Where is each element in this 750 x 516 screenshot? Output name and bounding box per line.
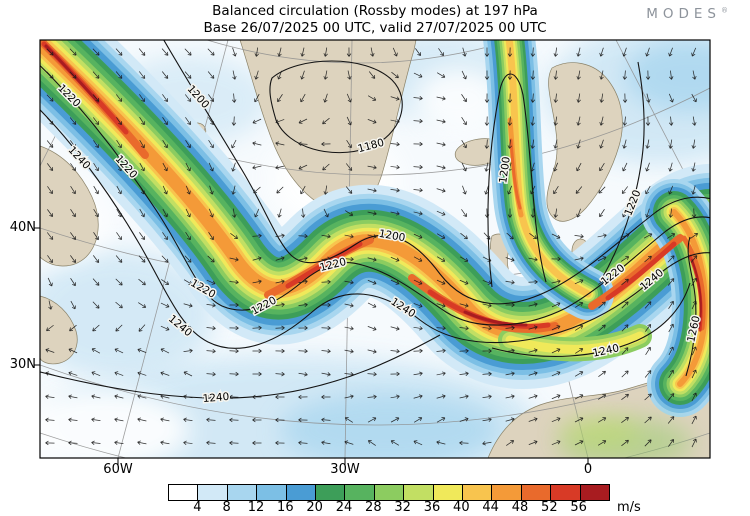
colorbar-segment xyxy=(227,485,258,500)
colorbar-tick-label: 24 xyxy=(335,500,353,515)
nova-scotia xyxy=(40,295,78,365)
colorbar-segment xyxy=(316,485,346,500)
colorbar xyxy=(168,484,610,501)
colorbar-segment xyxy=(345,485,375,500)
y-axis-tick-label: 40N xyxy=(9,220,36,235)
colorbar-tick-label: 28 xyxy=(365,500,382,515)
scandinavia xyxy=(546,62,623,222)
colorbar-segment xyxy=(463,485,493,500)
colorbar-tick-label: 44 xyxy=(482,500,499,515)
modes-logo-mark: ® xyxy=(721,6,728,15)
map-canvas: 1220 1200 1220 1240 1180 1200 1200 1220 1220 1220… xyxy=(34,39,711,465)
jet-stream-band xyxy=(40,40,740,458)
colorbar-segment xyxy=(521,485,552,500)
height-contours xyxy=(40,40,710,399)
colorbar-tick-label: 56 xyxy=(570,500,587,515)
colorbar-segment xyxy=(169,485,199,500)
map-border xyxy=(39,39,711,459)
colorbar-tick-label: 16 xyxy=(277,500,294,515)
colorbar-tick-label: 20 xyxy=(306,500,323,515)
colorbar-tick-label: 36 xyxy=(423,500,441,515)
x-axis-tick-label: 0 xyxy=(583,462,593,477)
colorbar-tick-label: 48 xyxy=(511,500,529,515)
colorbar-segment xyxy=(404,485,434,500)
page-subtitle: Base 26/07/2025 00 UTC, valid 27/07/2025… xyxy=(203,20,547,36)
colorbar-segment xyxy=(580,485,610,500)
x-axis-tick-label: 30W xyxy=(330,462,360,477)
colorbar-segment xyxy=(374,485,405,500)
colorbar-ticks: 4 8 12 16 20 24 28 32 36 40 44 48 52 56 m/s xyxy=(168,500,688,516)
colorbar-segment xyxy=(433,485,464,500)
colorbar-tick-label: 52 xyxy=(541,500,558,515)
colorbar-tick-label: 4 xyxy=(193,500,202,515)
colorbar-segment xyxy=(257,485,287,500)
colorbar-tick-label: 12 xyxy=(247,500,265,515)
page-title: Balanced circulation (Rossby modes) at 1… xyxy=(212,3,538,19)
colorbar-segment xyxy=(198,485,228,500)
colorbar-tick-label: 8 xyxy=(222,500,231,515)
colorbar-segment xyxy=(492,485,522,500)
colorbar-segment xyxy=(286,485,317,500)
x-axis-tick-label: 60W xyxy=(103,462,133,477)
colorbar-unit: m/s xyxy=(617,500,641,515)
axis-ticks xyxy=(34,227,589,465)
colorbar-segment xyxy=(551,485,581,500)
modes-logo: MODES® xyxy=(646,6,728,22)
colorbar-tick-label: 32 xyxy=(394,500,411,515)
contour-label: 1240 xyxy=(202,391,230,405)
modes-logo-text: MODES xyxy=(646,6,721,22)
colorbar-tick-label: 40 xyxy=(453,500,470,515)
wind-arrows xyxy=(45,47,699,448)
contour-label: 1200 xyxy=(497,156,513,184)
labrador xyxy=(40,145,99,267)
y-axis-tick-label: 30N xyxy=(9,357,36,372)
